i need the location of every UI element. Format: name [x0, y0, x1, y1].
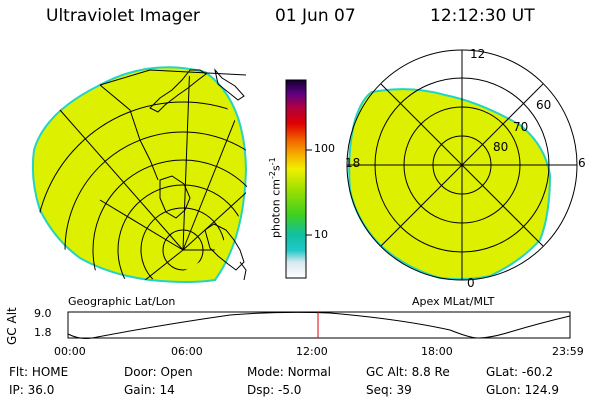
status-mode: Mode: Normal — [247, 366, 331, 379]
colorbar — [285, 79, 312, 279]
status-door-label: Door: — [124, 365, 157, 379]
lat-label-80: 80 — [493, 140, 509, 154]
geo-aurora-image — [31, 66, 248, 283]
orbit-ymin: 1.8 — [34, 326, 52, 339]
date-label: 01 Jun 07 — [275, 6, 356, 26]
colorbar-unit-s: s — [269, 165, 283, 172]
instrument-title: Ultraviolet Imager — [46, 6, 200, 26]
status-glon-value: 124.9 — [524, 383, 559, 397]
status-gc-alt: GC Alt: 8.8 Re — [366, 366, 450, 379]
colorbar-unit-base: photon cm — [269, 179, 283, 238]
status-gain-label: Gain: — [124, 383, 156, 397]
status-flt-label: Flt: — [9, 365, 28, 379]
geo-panel — [31, 64, 248, 283]
orbit-xtick-1200: 12:00 — [296, 345, 328, 358]
orbit-xtick-0000: 00:00 — [54, 345, 86, 358]
status-dsp-label: Dsp: — [247, 383, 275, 397]
orbit-ymax: 9.0 — [34, 307, 52, 320]
status-glon: GLon: 124.9 — [486, 384, 559, 397]
colorbar-unit-sup1: -2 — [268, 171, 277, 180]
status-glon-label: GLon: — [486, 383, 521, 397]
lat-label-60: 60 — [536, 98, 552, 112]
status-ip-value: 36.0 — [27, 383, 55, 397]
status-door-value: Open — [160, 365, 193, 379]
status-seq-value: 39 — [396, 383, 412, 397]
status-gc-alt-value: 8.8 Re — [411, 365, 450, 379]
orbit-altitude-curve — [67, 311, 571, 339]
status-door: Door: Open — [124, 366, 193, 379]
status-ip: IP: 36.0 — [9, 384, 54, 397]
orbit-xtick-2359: 23:59 — [552, 345, 584, 358]
status-gain: Gain: 14 — [124, 384, 175, 397]
status-seq-label: Seq: — [366, 383, 393, 397]
status-dsp: Dsp: -5.0 — [247, 384, 301, 397]
apex-panel-caption: Apex MLat/MLT — [412, 295, 495, 308]
status-glat-label: GLat: — [486, 365, 519, 379]
geo-coastlines — [99, 68, 247, 281]
status-mode-value: Normal — [287, 365, 331, 379]
colorbar-tick-100: 100 — [314, 142, 335, 155]
mlt-label-bottom: 0 — [467, 276, 475, 290]
status-flt-value: HOME — [31, 365, 69, 379]
apex-panel — [346, 49, 578, 281]
apex-grid — [346, 49, 578, 281]
status-ip-label: IP: — [9, 383, 24, 397]
status-dsp-value: -5.0 — [277, 383, 302, 397]
status-glat-value: -60.2 — [521, 365, 553, 379]
status-seq: Seq: 39 — [366, 384, 412, 397]
status-mode-label: Mode: — [247, 365, 284, 379]
colorbar-unit-sup2: -1 — [268, 157, 277, 166]
orbit-xtick-1800: 18:00 — [421, 345, 453, 358]
geo-panel-caption: Geographic Lat/Lon — [68, 295, 176, 308]
mlt-label-right: 6 — [578, 156, 586, 170]
apex-aurora-image — [348, 88, 552, 281]
orbit-ylabel: GC Alt — [5, 307, 19, 345]
status-gc-alt-label: GC Alt: — [366, 365, 408, 379]
orbit-plot — [67, 311, 571, 339]
status-flt: Flt: HOME — [9, 366, 68, 379]
mlt-label-top: 12 — [470, 47, 486, 61]
lat-label-70: 70 — [513, 120, 529, 134]
orbit-xtick-0600: 06:00 — [171, 345, 203, 358]
colorbar-tick-10: 10 — [314, 228, 328, 241]
status-glat: GLat: -60.2 — [486, 366, 553, 379]
status-gain-value: 14 — [159, 383, 175, 397]
mlt-label-left: 18 — [345, 156, 361, 170]
colorbar-unit: photon cm-2s-1 — [268, 157, 283, 238]
time-label: 12:12:30 UT — [430, 6, 535, 26]
